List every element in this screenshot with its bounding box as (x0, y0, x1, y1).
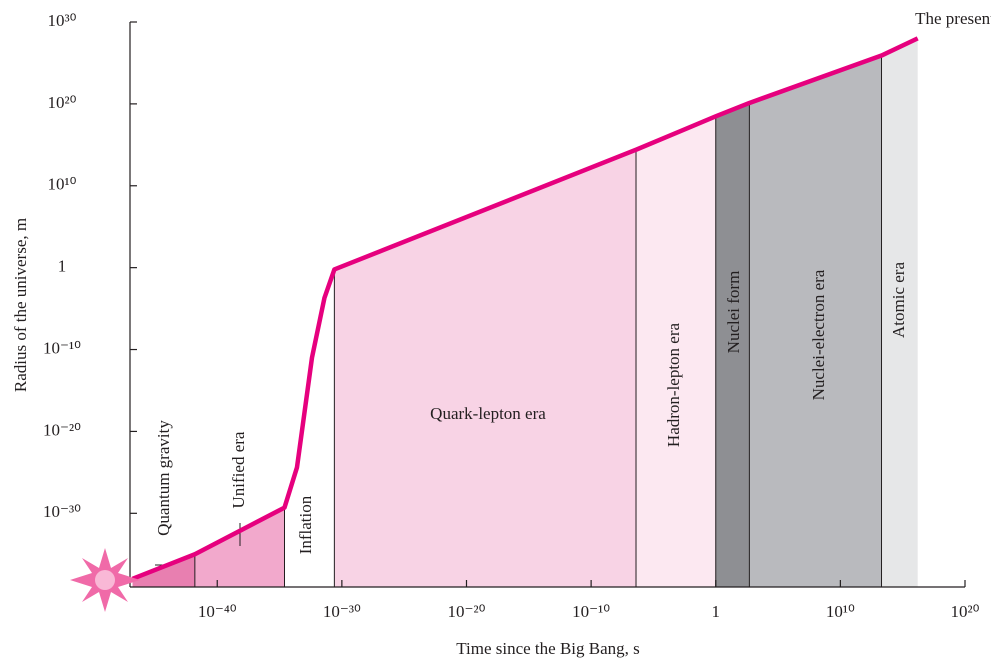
era-label: Nuclei form (724, 271, 743, 354)
era-label: Quantum gravity (154, 420, 173, 536)
annotation: The present (915, 9, 991, 28)
x-tick-label: 10⁻³⁰ (323, 602, 361, 621)
x-tick-label: 10¹⁰ (826, 602, 855, 621)
era-region (636, 116, 716, 587)
era-region (881, 38, 918, 587)
era-label: Hadron-lepton era (664, 322, 683, 447)
y-tick-label: 10⁻²⁰ (43, 420, 81, 439)
x-tick-label: 10²⁰ (951, 602, 980, 621)
y-tick-label: 10¹⁰ (48, 175, 77, 194)
era-label: Atomic era (889, 262, 908, 338)
era-region (194, 507, 285, 587)
y-tick-label: 10⁻¹⁰ (43, 338, 81, 357)
x-axis-title: Time since the Big Bang, s (456, 639, 640, 658)
big-bang-burst (70, 548, 140, 612)
x-tick-label: 10⁻⁴⁰ (198, 602, 237, 621)
y-tick-label: 10³⁰ (48, 11, 77, 30)
y-axis-title: Radius of the universe, m (11, 218, 30, 392)
era-region (334, 149, 637, 588)
era-region (284, 269, 335, 587)
era-label: Quark-lepton era (430, 404, 546, 423)
era-label: Inflation (296, 495, 315, 554)
era-region (715, 102, 750, 587)
era-region (749, 55, 882, 587)
y-tick-label: 10⁻³⁰ (43, 502, 81, 521)
era-label: Nuclei-electron era (809, 269, 828, 400)
y-tick-label: 10²⁰ (48, 93, 77, 112)
radius-curve (131, 36, 919, 581)
x-tick-label: 10⁻¹⁰ (572, 602, 610, 621)
y-tick-label: 1 (58, 257, 67, 276)
x-tick-label: 1 (711, 602, 720, 621)
era-label: Unified era (229, 431, 248, 508)
x-tick-label: 10⁻²⁰ (448, 602, 486, 621)
